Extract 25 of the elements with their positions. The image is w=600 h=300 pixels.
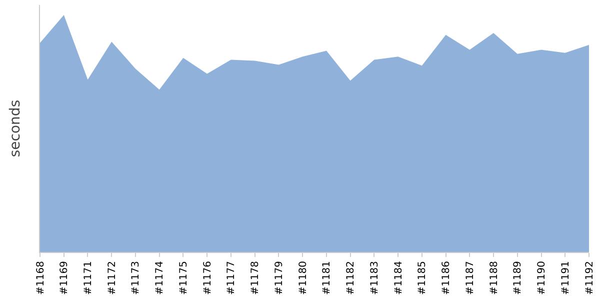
x-tick-label: #1172 [106, 261, 118, 295]
y-axis-title: seconds [8, 100, 24, 158]
x-tick-label: #1192 [584, 261, 596, 295]
x-tick-label: #1168 [35, 261, 46, 295]
x-tick-label: #1177 [226, 261, 238, 295]
x-tick-label: #1185 [417, 261, 428, 295]
x-tick-label: #1186 [441, 261, 452, 295]
x-tick-label: #1169 [59, 261, 70, 295]
x-tick-label: #1171 [82, 261, 94, 295]
x-tick-label: #1190 [536, 261, 548, 295]
x-tick-label: #1183 [369, 261, 380, 295]
x-tick-label: #1178 [250, 261, 262, 295]
x-tick-label: #1174 [154, 261, 166, 295]
x-tick-label: #1176 [202, 261, 214, 295]
x-tick-label: #1188 [488, 261, 500, 295]
x-tick-label: #1179 [274, 261, 285, 295]
x-tick-label: #1191 [560, 261, 572, 295]
x-tick-label: #1182 [346, 261, 357, 295]
x-tick-label: #1189 [512, 261, 524, 295]
x-tick-label: #1187 [464, 261, 476, 295]
x-tick-label: #1181 [322, 261, 333, 295]
x-tick-label: #1184 [393, 261, 404, 295]
x-tick-label: #1180 [298, 261, 309, 295]
x-tick-label: #1175 [178, 261, 190, 295]
x-tick-label: #1173 [130, 261, 142, 295]
